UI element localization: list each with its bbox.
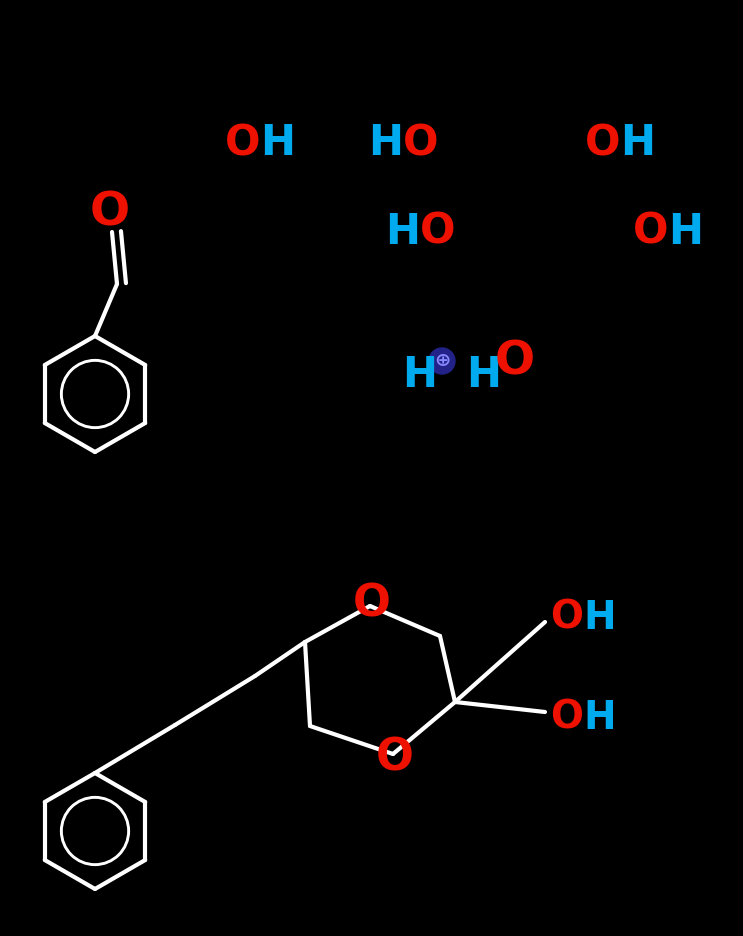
- Text: O: O: [353, 582, 391, 625]
- Text: H: H: [668, 211, 703, 253]
- Text: H: H: [260, 122, 295, 164]
- Text: H: H: [467, 354, 502, 396]
- Text: O: O: [550, 598, 583, 636]
- Text: O: O: [495, 339, 535, 384]
- Text: O: O: [224, 122, 260, 164]
- Circle shape: [429, 348, 455, 374]
- Text: O: O: [90, 190, 130, 235]
- Text: H: H: [385, 211, 420, 253]
- Text: O: O: [376, 736, 414, 779]
- Text: H: H: [583, 598, 616, 636]
- Text: O: O: [403, 122, 438, 164]
- Text: H: H: [620, 122, 655, 164]
- Text: O: O: [585, 122, 620, 164]
- Text: O: O: [550, 698, 583, 737]
- Text: H: H: [583, 698, 616, 737]
- Text: H: H: [403, 354, 438, 396]
- Text: O: O: [632, 211, 668, 253]
- Text: H: H: [368, 122, 403, 164]
- Text: ⊕: ⊕: [434, 351, 450, 370]
- Text: O: O: [420, 211, 455, 253]
